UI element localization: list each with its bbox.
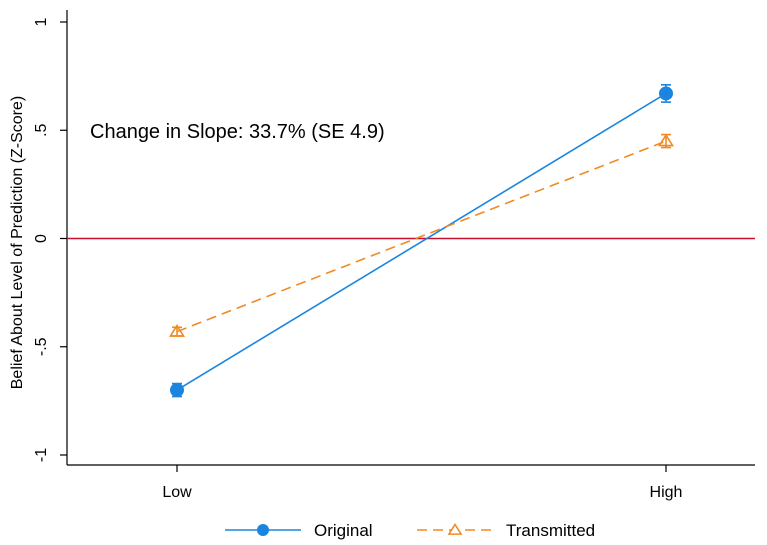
plot-frame [66,10,755,466]
x-axis-ticks: Low High [162,465,682,501]
series-transmitted [168,133,675,337]
y-tick-label: -.5 [33,337,50,356]
y-tick-label: 1 [33,17,50,26]
y-axis-ticks: -1 -.5 0 .5 1 [33,17,67,462]
legend-label: Original [314,521,373,540]
y-tick-label: -1 [33,448,50,462]
data-point [170,383,184,398]
y-tick-label: .5 [33,123,50,136]
series-layer [168,83,675,398]
legend-marker [257,524,269,536]
legend-marker [447,522,463,535]
legend: Original Transmitted [225,521,595,540]
y-tick-label: 0 [33,234,50,243]
data-point [168,324,186,337]
x-tick-label: High [650,484,683,501]
slope-annotation: Change in Slope: 33.7% (SE 4.9) [90,121,385,143]
x-tick-label: Low [162,484,192,501]
legend-item-original: Original [225,521,373,540]
series-line [176,92,667,391]
legend-label: Transmitted [506,521,595,540]
series-line [176,140,667,333]
series-original [170,83,673,398]
y-axis-label: Belief About Level of Prediction (Z-Scor… [9,96,26,389]
legend-item-transmitted: Transmitted [417,521,595,540]
data-point [659,86,673,101]
data-point [657,133,675,147]
